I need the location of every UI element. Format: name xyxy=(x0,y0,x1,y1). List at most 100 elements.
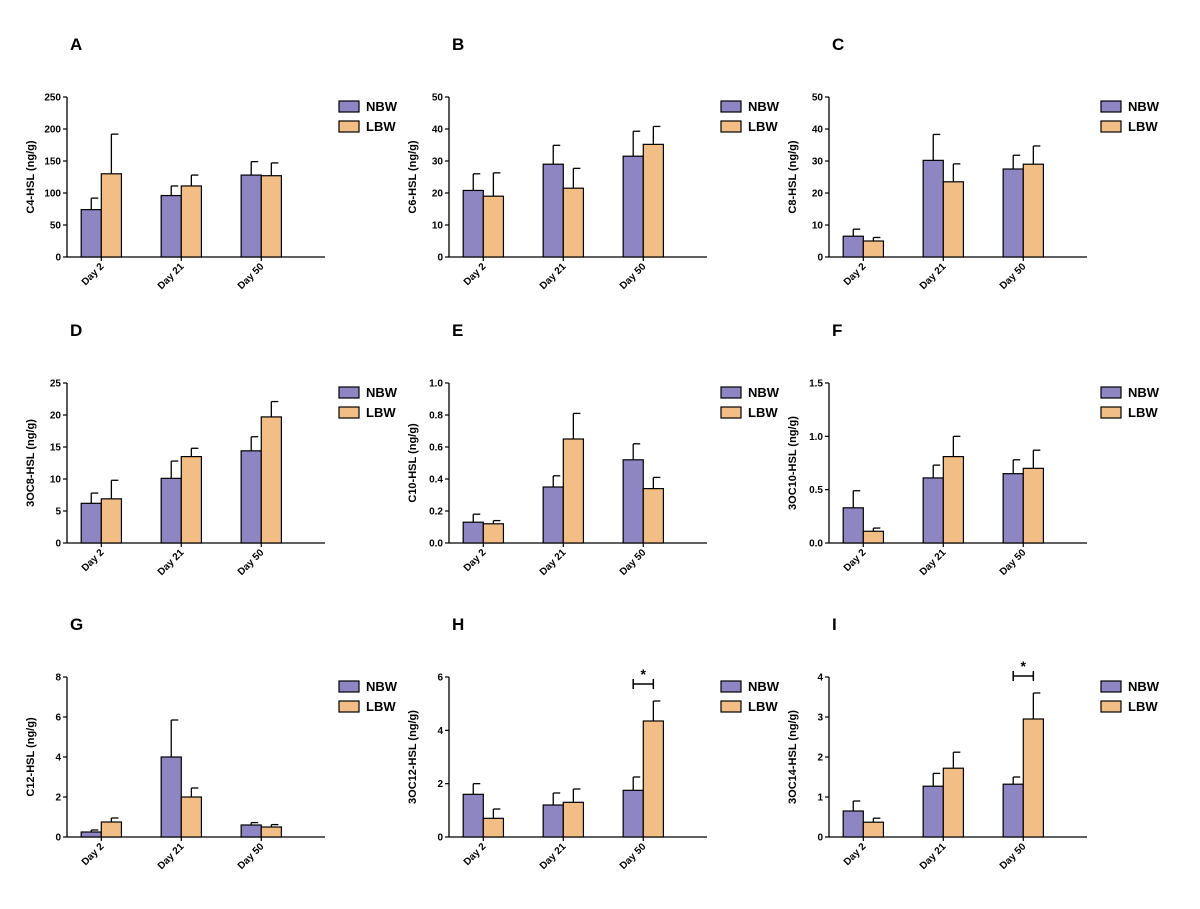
bar-nbw xyxy=(542,163,564,258)
y-tick-label: 200 xyxy=(44,125,61,136)
y-tick-label: 0.6 xyxy=(429,443,443,454)
bar-nbw xyxy=(462,189,484,258)
y-tick-label: 0 xyxy=(55,539,61,550)
bar-lbw xyxy=(100,821,123,838)
bar-nbw xyxy=(622,155,644,258)
legend-swatch-lbw xyxy=(1100,700,1122,713)
legend-swatch-nbw xyxy=(720,100,742,113)
y-tick-label: 0.8 xyxy=(429,411,443,422)
bar-lbw xyxy=(260,416,282,544)
y-axis-label: C6-HSL (ng/g) xyxy=(407,140,419,213)
legend-label-nbw: NBW xyxy=(366,679,398,694)
x-tick-label: Day 50 xyxy=(236,547,267,578)
x-tick-label: Day 50 xyxy=(618,261,649,292)
significance-star: * xyxy=(641,666,647,682)
bar-lbw xyxy=(180,796,203,838)
x-tick-label: Day 2 xyxy=(462,547,489,574)
y-tick-label: 4 xyxy=(55,753,61,764)
bar-lbw xyxy=(562,438,585,544)
bar-nbw xyxy=(80,502,102,544)
y-tick-label: 0.0 xyxy=(429,539,443,550)
x-tick-label: Day 50 xyxy=(998,261,1029,292)
y-tick-label: 30 xyxy=(432,157,444,168)
legend-swatch-lbw xyxy=(720,700,742,713)
bar-nbw xyxy=(160,477,182,544)
x-tick-label: Day 2 xyxy=(80,261,107,288)
legend-swatch-lbw xyxy=(338,406,360,419)
y-tick-label: 2 xyxy=(55,793,61,804)
bar-nbw xyxy=(542,486,564,544)
legend-label-lbw: LBW xyxy=(1128,119,1158,134)
legend-swatch-nbw xyxy=(1100,100,1122,113)
bar-nbw xyxy=(842,235,864,258)
y-axis-label: C12-HSL (ng/g) xyxy=(25,717,37,797)
x-tick-label: Day 21 xyxy=(918,261,949,292)
bar-lbw xyxy=(862,240,885,258)
x-tick-label: Day 2 xyxy=(462,841,489,868)
bar-lbw xyxy=(100,173,123,258)
legend-label-nbw: NBW xyxy=(748,99,780,114)
bar-nbw xyxy=(462,793,484,838)
legend-swatch-nbw xyxy=(338,386,360,399)
bar-nbw xyxy=(462,521,484,544)
legend-label-nbw: NBW xyxy=(748,679,780,694)
bar-lbw xyxy=(1022,467,1044,544)
bar-lbw xyxy=(942,767,965,838)
bar-nbw xyxy=(240,174,262,258)
y-tick-label: 30 xyxy=(812,157,824,168)
legend-swatch-lbw xyxy=(338,700,360,713)
legend-swatch-lbw xyxy=(1100,406,1122,419)
x-tick-label: Day 50 xyxy=(236,841,267,872)
y-tick-label: 2 xyxy=(817,753,823,764)
panel-letter: E xyxy=(452,321,463,340)
panel-letter: I xyxy=(832,615,837,634)
bar-nbw xyxy=(160,756,182,838)
bar-lbw xyxy=(862,821,885,838)
y-tick-label: 20 xyxy=(50,411,62,422)
x-tick-label: Day 50 xyxy=(618,547,649,578)
legend-label-lbw: LBW xyxy=(1128,405,1158,420)
panel-e: E C10-HSL (ng/g) 0.0 0.2 0.4 0.6 0.8 1.0 Day 2 Da… xyxy=(407,321,780,578)
panel-letter: C xyxy=(832,35,844,54)
bar-lbw xyxy=(642,488,664,544)
y-tick-label: 6 xyxy=(55,713,61,724)
y-tick-label: 3 xyxy=(817,713,823,724)
bar-lbw xyxy=(180,185,203,258)
legend-label-lbw: LBW xyxy=(366,699,396,714)
x-tick-label: Day 50 xyxy=(998,841,1029,872)
y-tick-label: 4 xyxy=(817,673,823,684)
bar-lbw xyxy=(482,523,505,544)
bar-nbw xyxy=(1002,783,1024,838)
legend-label-lbw: LBW xyxy=(366,119,396,134)
panel-h: H 3OC12-HSL (ng/g) 0 2 4 6 Day 2 Day 21 Day 50 * N… xyxy=(407,615,780,872)
y-tick-label: 20 xyxy=(432,189,444,200)
bar-lbw xyxy=(482,195,505,258)
panel-d: D 3OC8-HSL (ng/g) 0 5 10 15 20 25 Day 2 Day 21 Day… xyxy=(25,321,398,578)
y-axis-label: 3OC12-HSL (ng/g) xyxy=(407,710,419,804)
bar-lbw xyxy=(1022,718,1044,838)
bar-nbw xyxy=(240,824,262,838)
panel-b: B C6-HSL (ng/g) 0 10 20 30 40 50 Day 2 Day 21 Day … xyxy=(407,35,780,292)
panel-i: I 3OC14-HSL (ng/g) 0 1 2 3 4 Day 2 Day 21 Day 50 *… xyxy=(787,615,1160,872)
legend-label-lbw: LBW xyxy=(366,405,396,420)
bar-nbw xyxy=(1002,168,1024,258)
bar-lbw xyxy=(562,801,585,838)
x-tick-label: Day 50 xyxy=(998,547,1029,578)
panel-letter: G xyxy=(70,615,83,634)
panel-g: G C12-HSL (ng/g) 0 2 4 6 8 Day 2 Day 21 Day 50 NBW… xyxy=(25,615,398,872)
legend-label-lbw: LBW xyxy=(748,699,778,714)
y-tick-label: 1.0 xyxy=(429,379,443,390)
x-tick-label: Day 21 xyxy=(918,841,949,872)
legend-swatch-nbw xyxy=(1100,680,1122,693)
y-axis-label: C4-HSL (ng/g) xyxy=(25,140,37,213)
bar-nbw xyxy=(160,194,182,258)
y-tick-label: 40 xyxy=(812,125,824,136)
legend-label-nbw: NBW xyxy=(366,99,398,114)
y-tick-label: 10 xyxy=(50,475,62,486)
y-tick-label: 0 xyxy=(55,253,61,264)
y-tick-label: 50 xyxy=(812,93,824,104)
bar-nbw xyxy=(80,209,102,258)
bar-lbw xyxy=(260,175,282,258)
y-tick-label: 6 xyxy=(437,673,443,684)
